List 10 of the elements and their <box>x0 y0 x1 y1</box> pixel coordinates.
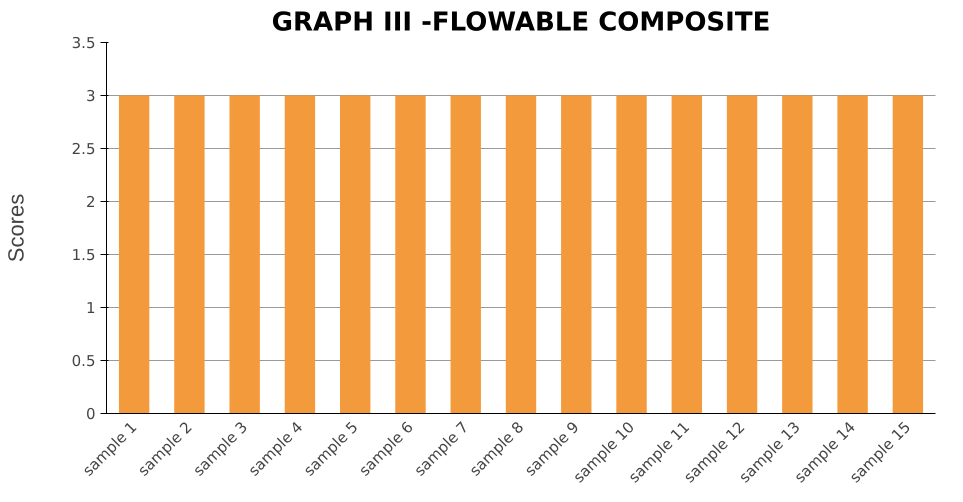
y-tick-label: 3 <box>86 87 96 105</box>
chart-title: GRAPH III -FLOWABLE COMPOSITE <box>272 8 770 38</box>
y-tick-label: 0 <box>86 405 96 423</box>
y-tick-label: 0.5 <box>72 352 96 370</box>
y-axis-title: Scores <box>4 194 29 262</box>
y-tick-label: 2.5 <box>72 140 96 158</box>
y-tick-label: 3.5 <box>72 34 96 52</box>
y-tick-label: 1 <box>86 299 96 317</box>
y-tick-label: 2 <box>86 193 96 211</box>
y-tick-label: 1.5 <box>72 246 96 264</box>
